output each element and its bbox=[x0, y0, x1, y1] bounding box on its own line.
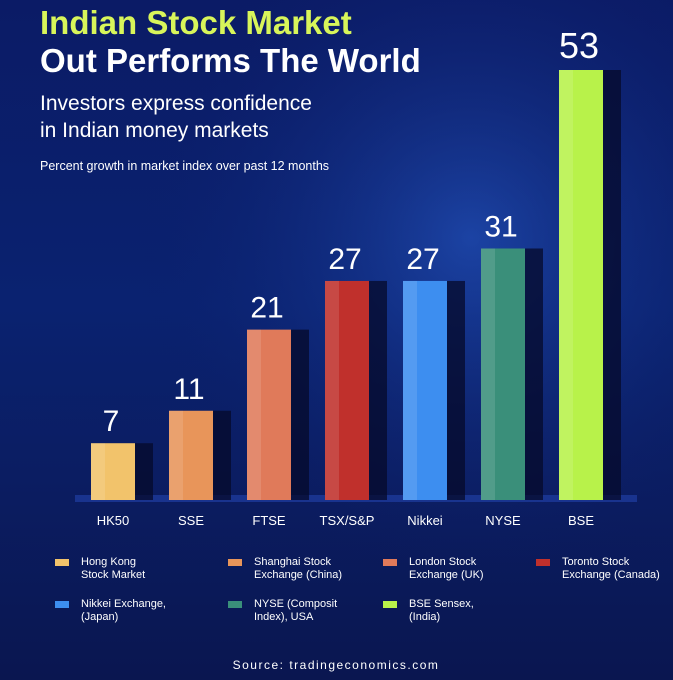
bar-highlight bbox=[559, 70, 573, 500]
bar bbox=[169, 410, 213, 500]
legend-swatch bbox=[55, 601, 69, 608]
legend-swatch bbox=[228, 601, 242, 608]
legend-label: London Stock Exchange (UK) bbox=[409, 556, 484, 581]
value-label: 21 bbox=[250, 292, 283, 325]
legend-item: Shanghai Stock Exchange (China) bbox=[228, 556, 364, 582]
x-tick-label: Nikkei bbox=[407, 513, 443, 528]
bar bbox=[91, 443, 135, 500]
bar bbox=[559, 70, 603, 500]
legend-item: London Stock Exchange (UK) bbox=[383, 556, 519, 582]
legend-swatch bbox=[383, 559, 397, 566]
legend-item: BSE Sensex, (India) bbox=[383, 598, 489, 624]
legend-label: Nikkei Exchange, (Japan) bbox=[81, 598, 166, 623]
bar-shadow bbox=[525, 248, 543, 500]
legend-swatch bbox=[228, 559, 242, 566]
value-label: 27 bbox=[328, 243, 361, 276]
legend-label: NYSE (Composit Index), USA bbox=[254, 598, 338, 623]
legend-item: Toronto Stock Exchange (Canada) bbox=[536, 556, 672, 582]
bar bbox=[481, 248, 525, 500]
bar bbox=[325, 280, 369, 500]
subtitle-line-2: in Indian money markets bbox=[40, 119, 269, 142]
bar bbox=[247, 329, 291, 500]
bar-highlight bbox=[169, 410, 183, 500]
bar-highlight bbox=[91, 443, 105, 500]
legend-item: Hong Kong Stock Market bbox=[55, 556, 161, 582]
legend-swatch bbox=[55, 559, 69, 566]
title-line-2: Out Performs The World bbox=[40, 42, 421, 79]
value-label: 11 bbox=[173, 373, 204, 406]
legend-item: Nikkei Exchange, (Japan) bbox=[55, 598, 191, 624]
bar-highlight bbox=[325, 280, 339, 500]
bar-highlight bbox=[481, 248, 495, 500]
bar-shadow bbox=[369, 280, 387, 500]
legend-label: Hong Kong Stock Market bbox=[81, 556, 146, 581]
legend-label: Shanghai Stock Exchange (China) bbox=[254, 556, 343, 581]
bar-shadow bbox=[603, 70, 621, 500]
legend-swatch bbox=[536, 559, 550, 566]
description: Percent growth in market index over past… bbox=[40, 159, 329, 173]
bar-shadow bbox=[291, 329, 309, 500]
bar-shadow bbox=[213, 410, 231, 500]
source: Source: tradingeconomics.com bbox=[233, 658, 440, 672]
x-tick-label: TSX/S&P bbox=[320, 513, 375, 528]
legend-label: BSE Sensex, (India) bbox=[409, 598, 474, 623]
x-tick-label: FTSE bbox=[252, 513, 286, 528]
value-label: 27 bbox=[406, 243, 439, 276]
value-label: 31 bbox=[484, 210, 517, 243]
bar-shadow bbox=[447, 280, 465, 500]
subtitle-line-1: Investors express confidence bbox=[40, 92, 312, 115]
legend-swatch bbox=[383, 601, 397, 608]
legend-item: NYSE (Composit Index), USA bbox=[228, 598, 364, 624]
bar-shadow bbox=[135, 443, 153, 500]
bar-highlight bbox=[247, 329, 261, 500]
bar-highlight bbox=[403, 280, 417, 500]
x-tick-label: NYSE bbox=[485, 513, 521, 528]
bar bbox=[403, 280, 447, 500]
x-tick-label: BSE bbox=[568, 513, 594, 528]
x-tick-label: SSE bbox=[178, 513, 204, 528]
legend-label: Toronto Stock Exchange (Canada) bbox=[562, 556, 660, 581]
value-label: 7 bbox=[103, 405, 120, 438]
x-tick-label: HK50 bbox=[97, 513, 130, 528]
title-line-1: Indian Stock Market bbox=[40, 4, 352, 41]
value-label: 53 bbox=[559, 25, 599, 66]
